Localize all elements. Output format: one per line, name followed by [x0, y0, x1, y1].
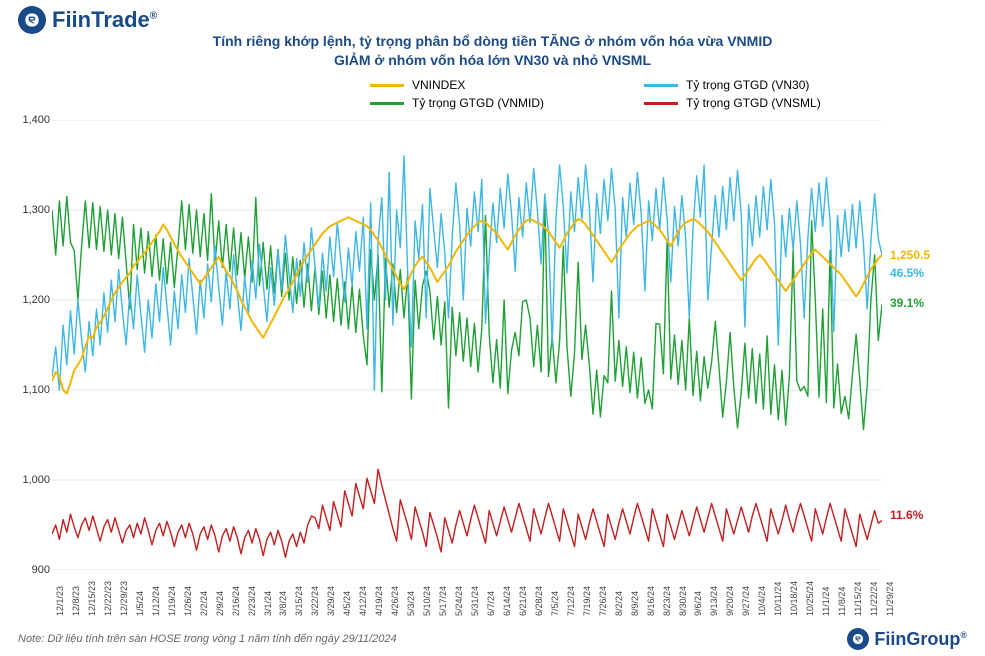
- x-tick-label: 10/4/24: [757, 586, 767, 616]
- x-tick-label: 6/14/24: [502, 586, 512, 616]
- x-tick-label: 11/22/24: [869, 582, 879, 616]
- x-tick-label: 4/19/24: [374, 586, 384, 616]
- footer-brand: FiinGroup®: [847, 628, 967, 650]
- y-tick-label: 900: [10, 564, 50, 576]
- x-tick-label: 8/30/24: [678, 586, 688, 616]
- x-tick-label: 3/15/24: [294, 586, 304, 616]
- x-tick-label: 1/5/24: [135, 591, 145, 616]
- legend-label: Tỷ trọng GTGD (VN30): [686, 78, 809, 92]
- x-axis: 12/1/23 12/8/23 12/15/23 12/22/23 12/29/23 1/…: [52, 570, 882, 630]
- series-end-label: 46.5%: [890, 266, 924, 280]
- y-tick-label: 1,400: [10, 114, 50, 126]
- x-tick-label: 6/21/24: [518, 586, 528, 616]
- x-tick-label: 10/25/24: [805, 581, 815, 616]
- y-tick-label: 1,300: [10, 204, 50, 216]
- legend-item-vnsml: Tỷ trọng GTGD (VNSML): [644, 96, 821, 110]
- x-tick-label: 2/16/24: [231, 586, 241, 616]
- x-tick-label: 7/19/24: [582, 586, 592, 616]
- x-tick-label: 1/19/24: [167, 586, 177, 616]
- x-tick-label: 12/8/23: [71, 586, 81, 616]
- x-tick-label: 7/26/24: [598, 586, 608, 616]
- x-tick-label: 3/1/24: [263, 591, 273, 616]
- x-tick-label: 10/11/24: [773, 582, 783, 616]
- footnote: Note: Dữ liệu tính trên sàn HOSE trong v…: [18, 633, 397, 645]
- x-tick-label: 8/23/24: [662, 586, 672, 616]
- legend-item-vnmid: Tỷ trọng GTGD (VNMID): [370, 96, 544, 110]
- x-tick-label: 12/29/23: [119, 581, 129, 616]
- x-tick-label: 3/8/24: [278, 591, 288, 616]
- series-end-label: 39.1%: [890, 296, 924, 310]
- x-tick-label: 7/5/24: [550, 591, 560, 616]
- x-tick-label: 9/13/24: [709, 586, 719, 616]
- legend-swatch: [644, 84, 678, 87]
- x-tick-label: 8/16/24: [646, 586, 656, 616]
- x-tick-label: 2/2/24: [199, 591, 209, 616]
- x-tick-label: 3/22/24: [310, 586, 320, 616]
- x-tick-label: 6/7/24: [486, 591, 496, 616]
- brand-header: FiinTrade®: [18, 6, 157, 34]
- y-tick-label: 1,000: [10, 474, 50, 486]
- footer: Note: Dữ liệu tính trên sàn HOSE trong v…: [18, 628, 967, 650]
- x-tick-label: 11/8/24: [837, 587, 847, 616]
- series-end-label: 1,250.5: [890, 248, 930, 262]
- x-tick-label: 2/23/24: [247, 586, 257, 616]
- x-tick-label: 5/3/24: [406, 591, 416, 616]
- y-tick-label: 1,200: [10, 294, 50, 306]
- logo-icon: [18, 6, 46, 34]
- brand-name: FiinTrade®: [52, 7, 157, 33]
- x-tick-label: 1/26/24: [183, 586, 193, 616]
- x-tick-label: 2/9/24: [215, 591, 225, 616]
- legend-label: Tỷ trọng GTGD (VNSML): [686, 96, 821, 110]
- x-tick-label: 10/18/24: [789, 581, 799, 616]
- x-tick-label: 11/15/24: [853, 582, 863, 616]
- x-tick-label: 12/1/23: [55, 586, 65, 616]
- x-tick-label: 4/5/24: [342, 591, 352, 616]
- x-tick-label: 4/26/24: [390, 586, 400, 616]
- legend-swatch: [370, 84, 404, 87]
- x-tick-label: 9/6/24: [693, 591, 703, 616]
- x-tick-label: 12/15/23: [87, 581, 97, 616]
- x-tick-label: 1/12/24: [151, 586, 161, 616]
- legend-item-vn30: Tỷ trọng GTGD (VN30): [644, 78, 821, 92]
- x-tick-label: 4/12/24: [358, 586, 368, 616]
- legend-label: VNINDEX: [412, 78, 465, 92]
- x-tick-label: 5/10/24: [422, 586, 432, 616]
- x-tick-label: 11/1/24: [821, 587, 831, 616]
- x-tick-label: 5/24/24: [454, 586, 464, 616]
- x-tick-label: 9/20/24: [725, 586, 735, 616]
- x-tick-label: 5/17/24: [438, 586, 448, 616]
- legend: VNINDEX Tỷ trọng GTGD (VN30) Tỷ trọng GT…: [370, 78, 821, 110]
- legend-swatch: [370, 102, 404, 105]
- x-tick-label: 6/28/24: [534, 586, 544, 616]
- y-tick-label: 1,100: [10, 384, 50, 396]
- line-chart: [52, 120, 882, 570]
- legend-item-vnindex: VNINDEX: [370, 78, 544, 92]
- legend-swatch: [644, 102, 678, 105]
- logo-icon: [847, 628, 869, 650]
- x-tick-label: 12/22/23: [103, 581, 113, 616]
- chart-title: Tính riêng khớp lệnh, tỷ trọng phân bổ d…: [0, 32, 985, 70]
- x-tick-label: 9/27/24: [741, 586, 751, 616]
- series-end-label: 11.6%: [890, 508, 923, 522]
- x-tick-label: 7/12/24: [566, 586, 576, 616]
- x-tick-label: 8/9/24: [630, 591, 640, 616]
- x-tick-label: 3/29/24: [326, 586, 336, 616]
- x-tick-label: 11/29/24: [885, 582, 895, 616]
- legend-label: Tỷ trọng GTGD (VNMID): [412, 96, 544, 110]
- x-tick-label: 8/2/24: [614, 591, 624, 616]
- x-tick-label: 5/31/24: [470, 586, 480, 616]
